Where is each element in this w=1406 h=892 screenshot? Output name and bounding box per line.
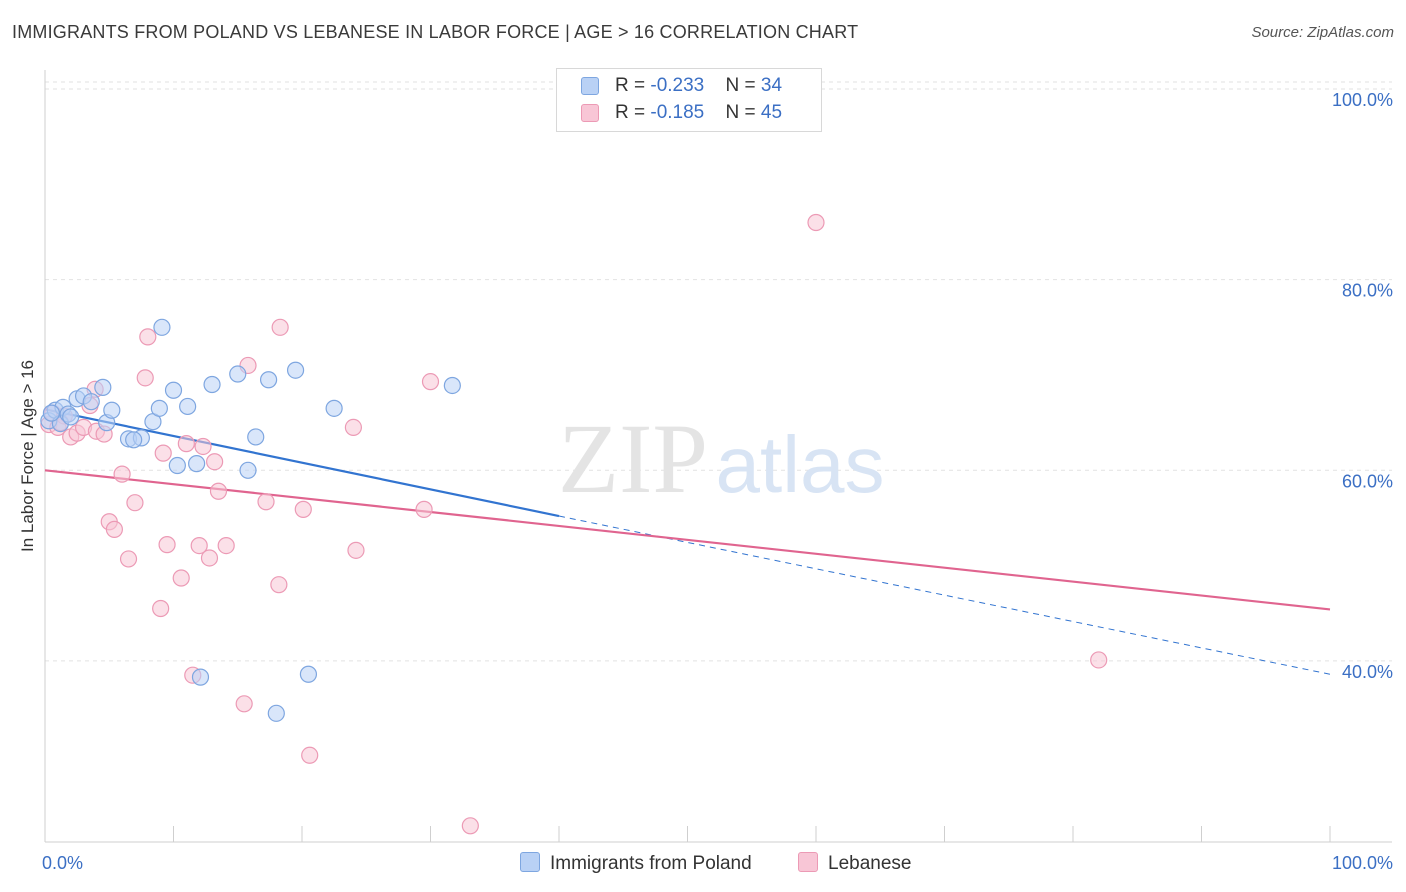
legend-n-value-poland: 34 (760, 75, 783, 96)
point-lebanese-20 (158, 536, 176, 554)
point-poland-28 (299, 665, 318, 683)
y-tick-label-60: 60.0% (1342, 471, 1393, 491)
legend-n-label: N = (725, 102, 761, 123)
point-lebanese-32 (257, 493, 275, 511)
point-poland-18 (179, 397, 197, 416)
legend-r-value-lebanese: -0.185 (650, 102, 705, 123)
point-poland-27 (286, 361, 305, 379)
point-lebanese-33 (270, 576, 288, 594)
point-poland-29 (325, 399, 343, 417)
y-tick-label-80: 80.0% (1342, 281, 1393, 301)
point-lebanese-35 (294, 500, 312, 518)
point-poland-14 (150, 399, 168, 417)
point-lebanese-25 (194, 437, 212, 456)
correlation-legend: R = -0.233 N = 34 R = -0.185 N = 45 (556, 68, 822, 132)
point-lebanese-16 (136, 369, 154, 387)
data-points (40, 213, 1108, 835)
point-poland-16 (164, 381, 183, 399)
point-poland-30 (443, 376, 461, 395)
trend-line-lebanese (44, 469, 1331, 611)
y-axis-label: In Labor Force | Age > 16 (18, 359, 37, 553)
bottom-legend-poland: Immigrants from Poland (520, 852, 752, 875)
point-lebanese-17 (139, 328, 157, 346)
point-lebanese-36 (301, 746, 319, 764)
point-lebanese-27 (206, 453, 224, 471)
chart-title: IMMIGRANTS FROM POLAND VS LEBANESE IN LA… (12, 22, 859, 42)
point-lebanese-30 (235, 695, 253, 713)
point-poland-26 (267, 704, 285, 722)
watermark-atlas: atlas (716, 420, 885, 509)
point-lebanese-39 (415, 500, 433, 518)
point-lebanese-38 (347, 541, 365, 559)
point-poland-15 (153, 318, 171, 336)
point-lebanese-40 (421, 373, 440, 391)
legend-r-value-poland: -0.233 (650, 75, 705, 96)
trend-lines (44, 408, 1331, 675)
bottom-legend-label-poland: Immigrants from Poland (550, 853, 752, 874)
legend-swatch-poland (581, 77, 599, 95)
point-lebanese-13 (113, 465, 131, 483)
point-poland-20 (191, 668, 210, 686)
x-tick-label-start: 0.0% (42, 853, 83, 873)
legend-row-lebanese: R = -0.185 N = 45 (581, 102, 783, 124)
point-poland-22 (229, 365, 247, 383)
point-poland-19 (188, 455, 206, 473)
point-lebanese-29 (217, 536, 235, 555)
tick-labels: 40.0% 60.0% 80.0% 100.0% 0.0% 100.0% (42, 90, 1393, 873)
legend-n-value-lebanese: 45 (760, 102, 783, 123)
point-poland-8 (94, 378, 112, 396)
bottom-legend-swatch-lebanese (798, 852, 818, 872)
point-poland-10 (103, 401, 121, 419)
point-poland-21 (203, 375, 221, 394)
legend-r-label: R = (615, 102, 651, 123)
legend-row-poland: R = -0.233 N = 34 (581, 75, 783, 97)
bottom-legend-lebanese: Lebanese (798, 852, 911, 875)
watermark: ZIP atlas (558, 403, 884, 514)
point-lebanese-21 (172, 569, 190, 587)
point-lebanese-43 (1090, 651, 1108, 669)
x-tick-label-end: 100.0% (1332, 853, 1393, 873)
point-lebanese-28 (209, 482, 228, 500)
point-lebanese-41 (461, 817, 479, 835)
point-lebanese-15 (126, 494, 144, 512)
point-poland-17 (168, 456, 186, 475)
point-poland-32 (42, 404, 61, 422)
trend-line-poland-extension (558, 515, 1331, 675)
y-tick-label-100: 100.0% (1332, 90, 1393, 110)
legend-swatch-lebanese (581, 104, 599, 122)
point-lebanese-22 (177, 435, 195, 453)
point-lebanese-37 (344, 418, 362, 437)
point-poland-24 (247, 428, 265, 446)
trend-line-poland (44, 408, 560, 518)
bottom-legend-swatch-poland (520, 852, 540, 872)
chart-source: Source: ZipAtlas.com (1251, 24, 1394, 41)
point-lebanese-14 (119, 550, 138, 568)
point-lebanese-34 (271, 318, 289, 336)
axes (44, 70, 1392, 843)
point-poland-23 (239, 461, 257, 479)
point-lebanese-26 (200, 549, 219, 567)
point-lebanese-19 (154, 444, 172, 462)
legend-r-label: R = (615, 75, 651, 96)
y-tick-label-40: 40.0% (1342, 662, 1393, 682)
point-lebanese-12 (105, 520, 123, 538)
point-poland-31 (62, 408, 80, 426)
point-poland-7 (82, 393, 100, 411)
point-poland-33 (125, 431, 143, 449)
point-lebanese-24 (190, 536, 208, 555)
legend-n-label: N = (725, 75, 761, 96)
point-lebanese-42 (807, 213, 825, 232)
point-poland-25 (259, 371, 278, 389)
watermark-zip: ZIP (558, 403, 708, 514)
point-lebanese-18 (152, 599, 170, 618)
bottom-legend-label-lebanese: Lebanese (828, 853, 912, 874)
